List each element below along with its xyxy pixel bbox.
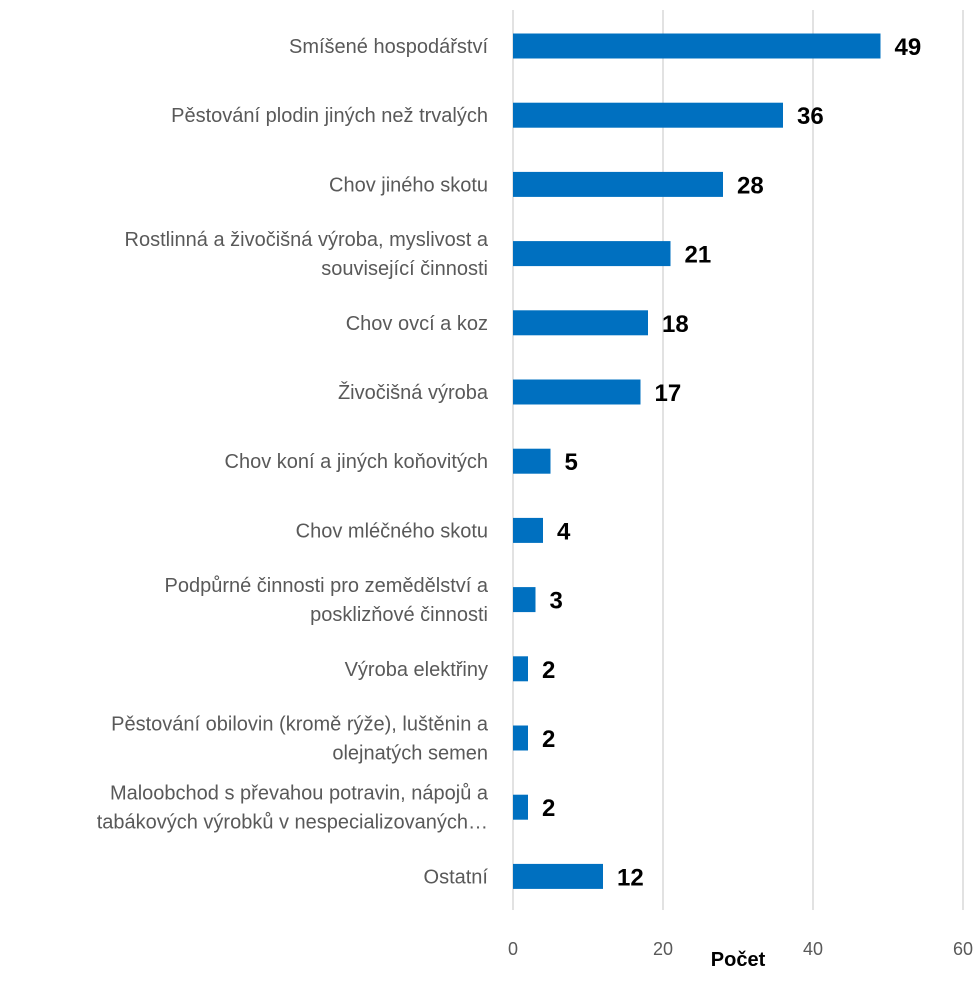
x-tick-label: 20 [653,939,673,959]
bar [513,379,641,405]
category-label-line: posklizňové činnosti [310,604,488,626]
category-label-line: Rostlinná a živočišná výroba, myslivost … [125,229,489,251]
data-label: 17 [655,380,682,407]
bar [513,448,551,474]
category-label-line: Chov koní a jiných koňovitých [225,451,488,473]
category-label: Chov jiného skotu [329,174,488,196]
data-label: 18 [662,311,689,338]
category-label-line: související činnosti [321,258,488,280]
data-label: 49 [895,34,922,61]
bar [513,241,671,267]
data-label: 12 [617,864,644,891]
data-label: 5 [565,449,578,476]
bar [513,33,881,59]
category-label: Výroba elektřiny [345,659,488,681]
category-label-line: Výroba elektřiny [345,659,488,681]
category-label: Živočišná výroba [338,381,489,404]
category-label-line: Podpůrné činnosti pro zemědělství a [164,575,488,597]
category-label: Chov koní a jiných koňovitých [225,451,488,473]
category-label-line: Smíšené hospodářství [289,36,488,58]
category-label-line: Živočišná výroba [338,381,489,404]
bar [513,794,528,820]
bar [513,171,723,197]
bar [513,656,528,682]
category-label-line: Maloobchod s převahou potravin, nápojů a [110,783,489,805]
category-label: Rostlinná a živočišná výroba, myslivost … [125,229,489,280]
data-label: 2 [542,657,555,684]
x-tick-label: 40 [803,939,823,959]
bar [513,587,536,613]
category-label-line: Ostatní [424,866,489,888]
category-label-line: Chov jiného skotu [329,174,488,196]
bar [513,725,528,751]
category-label: Smíšené hospodářství [289,36,488,58]
data-label: 2 [542,726,555,753]
bar [513,517,543,543]
data-labels: 49 36 28 21 18 17 5 4 3 2 2 2 12 [542,34,921,891]
gridlines [512,10,964,910]
bar [513,102,783,128]
data-label: 3 [550,588,563,615]
category-label: Pěstování obilovin (kromě rýže), luštěni… [111,714,489,765]
data-label: 28 [737,172,764,199]
data-label: 21 [685,242,712,269]
category-labels: Smíšené hospodářství Pěstování plodin jin… [97,36,489,888]
category-label: Podpůrné činnosti pro zemědělství a poskl… [164,575,488,626]
x-axis-ticks: 0 20 40 60 [508,939,973,959]
data-label: 4 [557,518,571,545]
data-label: 36 [797,103,824,130]
category-label-line: olejnatých semen [332,743,488,765]
category-label: Pěstování plodin jiných než trvalých [171,105,488,127]
data-label: 2 [542,795,555,822]
x-axis-title: Počet [711,949,766,971]
category-label: Maloobchod s převahou potravin, nápojů a… [97,783,489,834]
x-tick-label: 0 [508,939,518,959]
x-tick-label: 60 [953,939,973,959]
category-label-line: Pěstování obilovin (kromě rýže), luštěni… [111,714,489,736]
category-label-line: Chov ovcí a koz [346,313,488,335]
category-label: Ostatní [424,866,489,888]
category-label: Chov ovcí a koz [346,313,488,335]
bars [513,33,881,889]
category-label-line: tabákových výrobků v nespecializovaných… [97,812,488,834]
category-label-line: Chov mléčného skotu [296,520,488,542]
category-label-line: Pěstování plodin jiných než trvalých [171,105,488,127]
bar [513,863,603,889]
bar [513,310,648,336]
category-label: Chov mléčného skotu [296,520,488,542]
